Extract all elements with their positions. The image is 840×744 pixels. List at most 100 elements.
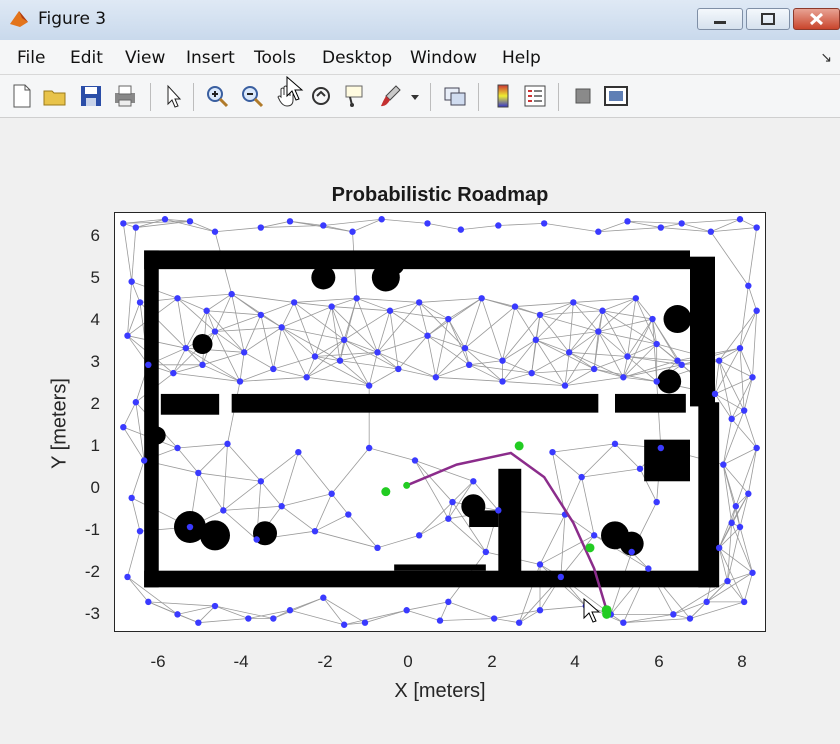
menu-bar: File Edit View Insert Tools Desktop Wind… (0, 40, 840, 75)
roadmap-node (174, 611, 181, 618)
menu-tools[interactable]: Tools (254, 48, 296, 68)
roadmap-edge (419, 297, 482, 303)
menu-view[interactable]: View (125, 48, 166, 68)
insert-legend-icon[interactable] (522, 83, 548, 109)
roadmap-edge (652, 318, 683, 366)
zoom-in-icon[interactable] (204, 83, 230, 109)
insert-colorbar-icon[interactable] (490, 83, 516, 109)
y-tick-label: 1 (90, 436, 100, 455)
menu-desktop[interactable]: Desktop (322, 48, 393, 68)
roadmap-edge (323, 597, 366, 624)
roadmap-edge (206, 293, 232, 312)
roadmap-edge (714, 393, 745, 411)
roadmap-node (728, 519, 735, 527)
minimize-button[interactable] (697, 8, 743, 30)
roadmap-edge (281, 326, 345, 341)
menu-window[interactable]: Window (410, 48, 478, 68)
roadmap-edge (435, 347, 466, 378)
new-figure-icon[interactable] (9, 83, 35, 109)
roadmap-edge (739, 348, 753, 378)
menu-overflow-arrow-icon[interactable]: ↘ (820, 50, 832, 66)
open-file-icon[interactable] (42, 83, 68, 109)
save-icon[interactable] (78, 83, 104, 109)
roadmap-node (195, 619, 202, 626)
roadmap-edge (127, 531, 141, 578)
roadmap-edge (260, 225, 324, 228)
print-icon[interactable] (112, 83, 138, 109)
menu-file[interactable]: File (17, 48, 46, 68)
roadmap-node (253, 536, 260, 543)
roadmap-node (161, 216, 169, 223)
show-plot-tools-icon[interactable] (603, 83, 629, 109)
rotate-3d-icon[interactable] (308, 83, 334, 109)
roadmap-node (270, 615, 277, 622)
roadmap-edge (598, 227, 661, 233)
roadmap-edge (560, 514, 566, 577)
roadmap-edge (368, 368, 399, 386)
roadmap-edge (660, 227, 711, 233)
roadmap-edge (131, 460, 145, 499)
menu-help[interactable]: Help (502, 48, 541, 68)
roadmap-node (674, 357, 681, 364)
roadmap-edge (743, 410, 758, 449)
roadmap-edge (177, 298, 187, 349)
roadmap-edge (122, 426, 145, 461)
roadmap-edge (598, 331, 628, 357)
hide-plot-tools-icon[interactable] (570, 83, 596, 109)
roadmap-edge (739, 310, 758, 349)
roadmap-edge (706, 572, 753, 603)
maximize-button[interactable] (746, 8, 790, 30)
window-titlebar[interactable]: Figure 3 (0, 0, 840, 41)
roadmap-edge (389, 310, 428, 337)
obstacle (147, 426, 166, 445)
roadmap-edge (622, 318, 653, 378)
brush-dropdown-icon[interactable] (408, 83, 422, 109)
roadmap-node (257, 311, 265, 319)
roadmap-node (211, 602, 219, 610)
roadmap-node (349, 228, 356, 235)
plot-axes[interactable] (114, 212, 766, 632)
roadmap-edge (260, 220, 291, 228)
minimize-icon (714, 21, 726, 24)
roadmap-edge (281, 306, 332, 328)
roadmap-node (653, 340, 660, 348)
menu-insert[interactable]: Insert (186, 48, 235, 68)
roadmap-edge (544, 223, 599, 233)
roadmap-edge (739, 526, 753, 573)
roadmap-node (432, 374, 440, 381)
roadmap-edge (239, 368, 274, 382)
roadmap-edge (177, 297, 216, 332)
roadmap-edge (368, 352, 378, 386)
brush-icon[interactable] (378, 83, 404, 109)
roadmap-edge (598, 297, 637, 332)
close-button[interactable] (793, 8, 840, 30)
roadmap-edge (272, 327, 283, 370)
roadmap-node (461, 344, 469, 352)
link-plot-icon[interactable] (442, 83, 468, 109)
menu-edit[interactable]: Edit (70, 48, 103, 68)
zoom-out-icon[interactable] (239, 83, 265, 109)
roadmap-edge (731, 377, 753, 420)
roadmap-edge (122, 223, 133, 282)
roadmap-node (411, 457, 419, 464)
roadmap-edge (593, 331, 599, 370)
roadmap-edge (502, 381, 566, 387)
roadmap-node (211, 228, 219, 235)
roadmap-edge (418, 518, 449, 536)
roadmap-edge (352, 218, 382, 233)
roadmap-edge (339, 339, 345, 361)
roadmap-node (286, 607, 294, 614)
data-cursor-icon[interactable] (342, 83, 368, 109)
roadmap-node (449, 498, 456, 506)
roadmap-edge (564, 476, 583, 515)
roadmap-node (424, 220, 431, 227)
edit-plot-arrow-icon[interactable] (161, 83, 187, 109)
roadmap-edge (260, 481, 282, 507)
toolbar-separator (430, 83, 431, 111)
y-tick-label: 0 (90, 478, 100, 497)
roadmap-edge (177, 293, 232, 299)
roadmap-node (236, 378, 244, 385)
roadmap-edge (273, 597, 324, 619)
roadmap-node (361, 619, 369, 626)
roadmap-edge (627, 356, 678, 362)
